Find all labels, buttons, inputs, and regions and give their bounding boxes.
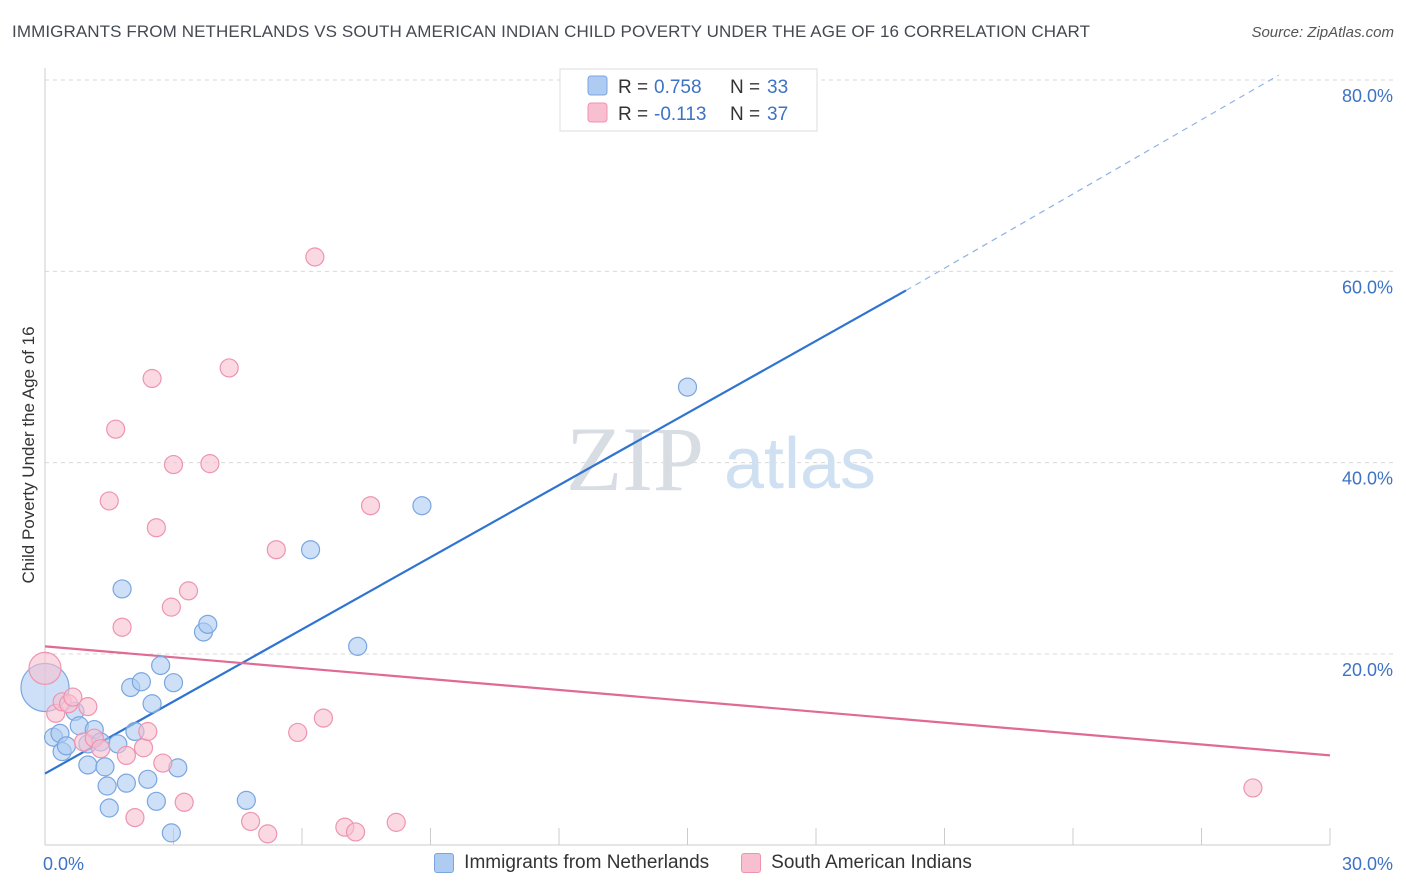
point-blue-33 xyxy=(677,377,698,397)
trend-line-netherlands xyxy=(44,289,907,775)
point-blue-29 xyxy=(236,790,256,810)
point-blue-20 xyxy=(138,769,158,789)
point-pink-30 xyxy=(313,708,334,728)
point-pink-23 xyxy=(200,454,220,474)
point-pink-14 xyxy=(133,738,154,758)
point-blue-23 xyxy=(151,655,171,676)
point-pink-10 xyxy=(106,419,126,439)
point-pink-9 xyxy=(99,491,119,511)
point-pink-32 xyxy=(345,822,366,842)
point-pink-24 xyxy=(219,358,239,378)
legend-n-label-1: N = xyxy=(730,77,760,98)
legend: R = 0.758 N = 33 R = -0.113 N = 37 xyxy=(559,68,818,132)
axes xyxy=(44,68,1331,846)
point-pink-18 xyxy=(153,753,173,773)
point-blue-11 xyxy=(95,757,115,777)
point-pink-13 xyxy=(125,807,145,828)
point-pink-21 xyxy=(174,792,194,812)
point-pink-29 xyxy=(305,247,325,267)
point-pink-17 xyxy=(146,518,166,538)
point-blue-31 xyxy=(348,636,368,656)
point-pink-6 xyxy=(78,697,98,717)
watermark-zip: ZIP xyxy=(566,408,704,510)
point-blue-25 xyxy=(163,673,184,693)
legend-r-label-2: R = xyxy=(618,104,648,125)
series-legend-netherlands: Immigrants from Netherlands xyxy=(434,852,709,874)
trend-line-netherlands-extension xyxy=(905,74,1279,291)
y-tick-label-60: 60.0% xyxy=(1342,277,1393,297)
point-blue-12 xyxy=(97,776,117,796)
x-tick-label-min: 0.0% xyxy=(43,854,84,874)
point-blue-15 xyxy=(112,579,132,599)
x-tick-label-max: 30.0% xyxy=(1342,854,1393,874)
watermark-atlas: atlas xyxy=(724,424,876,504)
point-blue-22 xyxy=(146,791,166,811)
point-pink-16 xyxy=(142,368,162,389)
point-blue-13 xyxy=(99,798,119,818)
svg-text:R = 0.758 N =: R = 0.758 N = 33 xyxy=(618,77,788,98)
point-pink-34 xyxy=(386,812,406,832)
y-tick-label-40: 40.0% xyxy=(1342,469,1393,489)
point-blue-16 xyxy=(116,773,136,793)
point-pink-22 xyxy=(178,581,199,601)
point-pink-27 xyxy=(266,540,286,560)
point-pink-15 xyxy=(138,721,158,742)
source-credit: Source: ZipAtlas.com xyxy=(1251,24,1394,41)
point-blue-28 xyxy=(198,614,218,634)
point-pink-35 xyxy=(1243,778,1263,798)
legend-n-value-1: 33 xyxy=(767,77,788,98)
point-blue-4 xyxy=(56,736,77,756)
legend-r-label-1: R = xyxy=(618,77,648,98)
point-pink-26 xyxy=(258,824,278,844)
chart-title: IMMIGRANTS FROM NETHERLANDS VS SOUTH AME… xyxy=(12,22,1091,41)
trend-line-south-american xyxy=(44,645,1331,757)
point-pink-11 xyxy=(112,617,132,637)
y-tick-label-80: 80.0% xyxy=(1342,86,1393,106)
series-legend: Immigrants from Netherlands South Americ… xyxy=(0,852,1406,874)
series-legend-south-american: South American Indians xyxy=(741,852,972,874)
watermark: ZIP atlas xyxy=(566,408,876,510)
y-axis-label: Child Poverty Under the Age of 16 xyxy=(19,326,38,583)
grid xyxy=(45,79,1395,655)
legend-swatch-pink xyxy=(587,102,608,123)
point-blue-30 xyxy=(300,540,321,560)
series-name-south-american: South American Indians xyxy=(771,852,972,873)
point-pink-19 xyxy=(161,597,181,617)
y-tick-label-20: 20.0% xyxy=(1342,660,1393,680)
legend-swatch-blue xyxy=(587,75,608,96)
legend-r-value-2: -0.113 xyxy=(654,104,706,125)
point-pink-20 xyxy=(163,454,184,475)
point-blue-8 xyxy=(78,755,98,775)
trend-lines xyxy=(44,74,1331,775)
data-points xyxy=(20,247,1263,844)
point-blue-19 xyxy=(131,672,151,692)
point-pink-0 xyxy=(28,651,62,685)
point-pink-28 xyxy=(288,722,308,743)
series-swatch-blue xyxy=(434,853,455,873)
legend-n-value-2: 37 xyxy=(767,104,788,125)
point-pink-12 xyxy=(116,745,136,766)
x-tick-labels: 0.0% 30.0% xyxy=(43,854,1393,874)
legend-n-label-2: N = xyxy=(730,104,760,125)
point-blue-32 xyxy=(412,496,432,516)
svg-text:R = -0.113 N =: R = -0.113 N = 37 xyxy=(618,104,788,125)
point-pink-33 xyxy=(360,496,381,516)
y-tick-labels: 20.0% 40.0% 60.0% 80.0% xyxy=(1342,86,1393,680)
legend-r-value-1: 0.758 xyxy=(654,77,702,98)
point-pink-25 xyxy=(241,811,261,832)
point-blue-24 xyxy=(161,823,181,843)
point-pink-4 xyxy=(63,687,83,707)
series-swatch-pink xyxy=(741,853,762,873)
point-blue-21 xyxy=(142,694,162,714)
point-pink-8 xyxy=(91,739,111,759)
series-name-netherlands: Immigrants from Netherlands xyxy=(464,852,710,873)
